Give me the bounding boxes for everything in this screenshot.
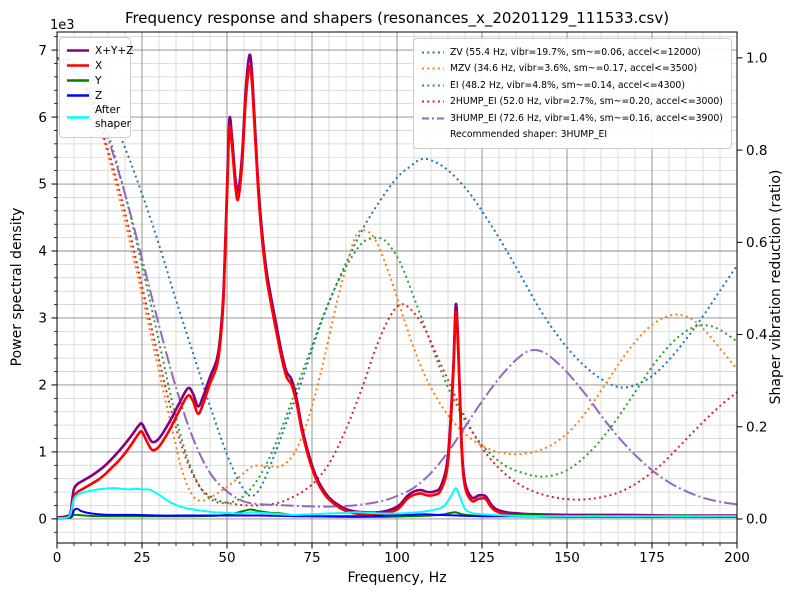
- legend-line-ei-icon: [422, 84, 444, 87]
- y-tick-label-left: 3: [38, 311, 47, 327]
- legend-shapers: ZV (55.4 Hz, vibr=19.7%, sm~=0.06, accel…: [413, 38, 732, 149]
- legend-line-2hump-ei-icon: [422, 100, 444, 103]
- x-tick-label: 125: [469, 550, 495, 566]
- y-tick-label-left: 2: [38, 378, 47, 394]
- y-tick-label-right: 0.8: [746, 143, 767, 159]
- legend-label-ei: EI (48.2 Hz, vibr=4.8%, sm~=0.14, accel<…: [450, 79, 685, 91]
- y-tick-label-left: 5: [38, 177, 47, 193]
- legend-label-x: X: [95, 59, 103, 72]
- y-axis-label-right: Shaper vibration reduction (ratio): [768, 170, 784, 405]
- y-tick-label-right: 1.0: [746, 51, 767, 67]
- y-tick-label-left: 1: [38, 445, 47, 461]
- legend-item-mzv: MZV (34.6 Hz, vibr=3.6%, sm~=0.17, accel…: [422, 61, 723, 78]
- legend-item-2hump-ei: 2HUMP_EI (52.0 Hz, vibr=2.7%, sm~=0.20, …: [422, 94, 723, 111]
- x-tick-label: 50: [218, 550, 235, 566]
- legend-item-z: Z: [67, 88, 123, 103]
- curve-z: [57, 507, 737, 520]
- curve-zv-55-4-hz-vibr-19-7-sm-0-06-accel-12000-: [57, 56, 737, 498]
- x-tick-label: 150: [554, 550, 580, 566]
- chart-title: Frequency response and shapers (resonanc…: [125, 9, 669, 28]
- curve-mzv-34-6-hz-vibr-3-6-sm-0-17-accel-3500-: [57, 56, 737, 502]
- legend-label-xyz: X+Y+Z: [95, 44, 134, 57]
- x-tick-label: 0: [53, 550, 62, 566]
- curve-x: [57, 64, 737, 520]
- legend-psd: X+Y+Z X Y Z After shaper: [59, 37, 133, 138]
- legend-label-y: Y: [95, 74, 102, 87]
- x-tick-label: 75: [303, 550, 320, 566]
- x-tick-label: 200: [724, 550, 750, 566]
- y-tick-label-left: 0: [38, 512, 47, 528]
- legend-line-y-icon: [67, 79, 89, 82]
- legend-line-z-icon: [67, 94, 89, 97]
- legend-label-mzv: MZV (34.6 Hz, vibr=3.6%, sm~=0.17, accel…: [450, 63, 698, 75]
- x-tick-label: 100: [384, 550, 410, 566]
- y-axis-label-left: Power spectral density: [9, 208, 25, 367]
- x-axis-label: Frequency, Hz: [347, 570, 446, 586]
- legend-recommended-note: Recommended shaper: 3HUMP_EI: [422, 127, 723, 143]
- y-tick-label-right: 0.0: [746, 512, 767, 528]
- legend-line-xyz-icon: [67, 49, 89, 52]
- legend-item-3hump-ei: 3HUMP_EI (72.6 Hz, vibr=1.4%, sm~=0.16, …: [422, 110, 723, 127]
- curve-after-shaper: [57, 487, 737, 520]
- legend-line-after-shaper-icon: [67, 116, 89, 119]
- y-tick-label-left: 6: [38, 110, 47, 126]
- recommended-shaper-text: Recommended shaper: 3HUMP_EI: [450, 129, 608, 140]
- legend-item-zv: ZV (55.4 Hz, vibr=19.7%, sm~=0.06, accel…: [422, 44, 723, 61]
- legend-item-xyz: X+Y+Z: [67, 43, 133, 58]
- y-tick-label-right: 0.2: [746, 419, 767, 435]
- x-tick-label: 25: [133, 550, 150, 566]
- curve-3hump-ei-72-6-hz-vibr-1-4-sm-0-16-accel-3900-: [57, 57, 737, 508]
- legend-item-ei: EI (48.2 Hz, vibr=4.8%, sm~=0.14, accel<…: [422, 77, 723, 94]
- legend-label-z: Z: [95, 89, 103, 102]
- legend-item-y: Y: [67, 73, 123, 88]
- y-tick-label-left: 7: [38, 43, 47, 59]
- y-tick-label-left: 4: [38, 244, 47, 260]
- legend-label-zv: ZV (55.4 Hz, vibr=19.7%, sm~=0.06, accel…: [450, 46, 701, 58]
- axis-offset-text: 1e3: [50, 18, 75, 33]
- legend-line-mzv-icon: [422, 67, 444, 70]
- legend-line-zv-icon: [422, 51, 444, 54]
- x-tick-label: 175: [639, 550, 665, 566]
- legend-label-3hump-ei: 3HUMP_EI (72.6 Hz, vibr=1.4%, sm~=0.16, …: [450, 112, 723, 124]
- y-tick-label-right: 0.6: [746, 235, 767, 251]
- ticks-layer: 0 25 50 75 100 125 150 175 200 0 1 2 3 4 5 6 7 0.0 0.2 0.4 0…: [38, 36, 767, 566]
- legend-item-x: X: [67, 58, 123, 73]
- y-tick-label-right: 0.4: [746, 327, 767, 343]
- legend-line-3hump-ei-icon: [422, 117, 444, 120]
- legend-item-after-shaper: After shaper: [67, 103, 131, 132]
- legend-line-x-icon: [67, 64, 89, 67]
- legend-label-2hump-ei: 2HUMP_EI (52.0 Hz, vibr=2.7%, sm~=0.20, …: [450, 96, 723, 108]
- curves-layer: [57, 53, 737, 520]
- legend-label-after-shaper: After shaper: [95, 104, 132, 130]
